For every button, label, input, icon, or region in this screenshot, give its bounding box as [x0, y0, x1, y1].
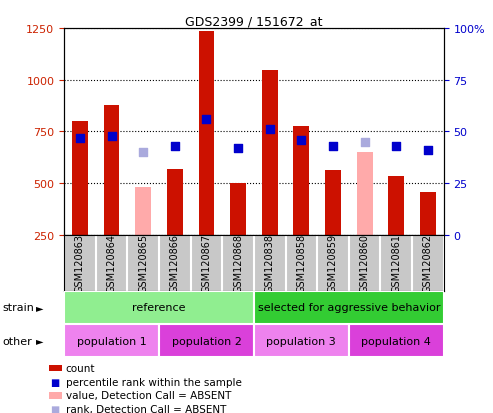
Bar: [64, 324, 159, 357]
Point: [203, 116, 211, 123]
Text: GSM120866: GSM120866: [170, 234, 180, 293]
Text: GSM120864: GSM120864: [106, 234, 116, 293]
Text: value, Detection Call = ABSENT: value, Detection Call = ABSENT: [66, 390, 231, 401]
Bar: [293, 127, 309, 235]
Text: GSM120860: GSM120860: [359, 234, 370, 293]
Text: ►: ►: [35, 336, 43, 346]
Point: [107, 133, 115, 140]
Point: [424, 147, 432, 154]
Text: rank, Detection Call = ABSENT: rank, Detection Call = ABSENT: [66, 404, 226, 413]
Text: GSM120861: GSM120861: [391, 234, 401, 293]
Text: other: other: [2, 336, 32, 346]
Bar: [388, 177, 404, 235]
Bar: [254, 291, 444, 324]
Text: population 1: population 1: [77, 336, 146, 346]
Point: [234, 145, 242, 152]
Text: GSM120838: GSM120838: [265, 234, 275, 293]
Bar: [199, 32, 214, 235]
Text: reference: reference: [132, 303, 186, 313]
Title: GDS2399 / 151672_at: GDS2399 / 151672_at: [185, 15, 322, 28]
Point: [329, 143, 337, 150]
Text: GSM120865: GSM120865: [138, 234, 148, 293]
Point: [361, 139, 369, 146]
Bar: [349, 324, 444, 357]
Bar: [262, 71, 278, 235]
Text: ■: ■: [50, 404, 59, 413]
Text: ►: ►: [35, 303, 43, 313]
Bar: [72, 122, 88, 235]
Text: selected for aggressive behavior: selected for aggressive behavior: [257, 303, 440, 313]
Bar: [64, 291, 254, 324]
Text: GSM120858: GSM120858: [296, 234, 306, 293]
Point: [266, 127, 274, 133]
Bar: [159, 324, 254, 357]
Bar: [104, 105, 119, 235]
Bar: [357, 153, 373, 235]
Point: [139, 150, 147, 156]
Text: percentile rank within the sample: percentile rank within the sample: [66, 377, 242, 387]
Text: ■: ■: [50, 377, 59, 387]
Text: GSM120863: GSM120863: [75, 234, 85, 293]
Bar: [135, 188, 151, 235]
Bar: [254, 324, 349, 357]
Point: [76, 135, 84, 142]
Text: population 2: population 2: [172, 336, 242, 346]
Point: [297, 137, 305, 144]
Point: [392, 143, 400, 150]
Text: GSM120862: GSM120862: [423, 234, 433, 293]
Bar: [420, 192, 436, 235]
Bar: [230, 184, 246, 235]
Text: GSM120867: GSM120867: [202, 234, 211, 293]
Text: population 3: population 3: [267, 336, 336, 346]
Text: GSM120859: GSM120859: [328, 234, 338, 293]
Text: population 4: population 4: [361, 336, 431, 346]
Text: count: count: [66, 363, 95, 373]
Text: GSM120868: GSM120868: [233, 234, 243, 293]
Point: [171, 143, 179, 150]
Text: strain: strain: [2, 303, 35, 313]
Bar: [325, 170, 341, 235]
Bar: [167, 169, 183, 235]
